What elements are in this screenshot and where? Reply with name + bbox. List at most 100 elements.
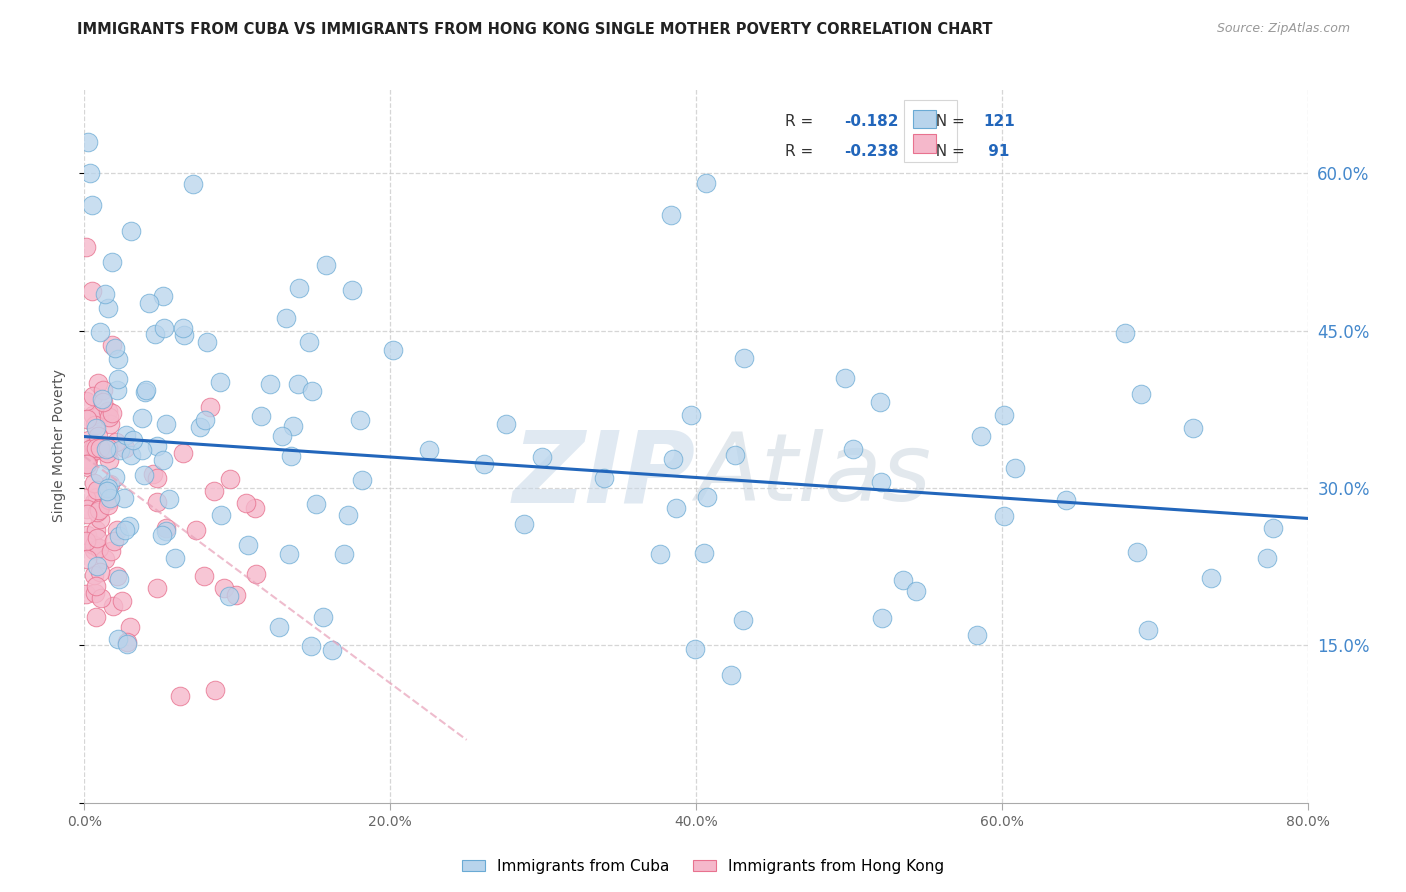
Point [696,490,718,504]
Point [75,394,97,409]
Point [105,435,128,450]
Point [495,417,517,432]
Point [280,449,302,463]
Point [472,457,495,471]
Point [76,412,98,426]
Point [146,439,169,453]
Point [869,394,891,409]
Point [83,567,105,582]
Point [1182,420,1205,434]
Point [82,389,104,403]
Point [301,384,323,398]
Point [665,501,688,516]
Point [155,417,177,432]
Point [86,610,108,624]
Point [993,408,1015,422]
Point [97,481,120,495]
Point [120,224,142,238]
Point [107,569,129,583]
Point [970,429,993,443]
Text: 91: 91 [983,145,1010,160]
Point [157,492,180,507]
Point [219,472,242,486]
Point [108,528,131,542]
Point [105,384,128,398]
Point [107,523,129,537]
Point [96,446,118,460]
Point [89,467,111,481]
Point [87,409,110,423]
Point [91,395,114,409]
Point [288,281,311,295]
Point [107,372,129,386]
Point [173,327,195,342]
Text: ZIP: ZIP [513,426,696,523]
Point [83,542,105,557]
Point [97,301,120,315]
Point [75,587,97,601]
Point [1125,545,1147,559]
Point [145,581,167,595]
Point [77,433,100,447]
Point [79,166,101,180]
Point [131,443,153,458]
Point [101,599,124,613]
Point [315,258,337,272]
Point [1054,492,1077,507]
Point [204,683,226,698]
Point [172,446,194,460]
Point [77,451,100,466]
Point [155,521,177,535]
Point [202,484,225,499]
Point [321,643,343,657]
Point [153,320,176,334]
Point [349,413,371,427]
Point [83,494,105,508]
Point [869,475,891,490]
Point [530,450,553,464]
Text: -0.182: -0.182 [844,114,898,128]
Point [142,467,165,482]
Point [733,351,755,365]
Point [163,551,186,566]
Point [245,500,267,515]
Point [84,524,107,538]
Text: -0.238: -0.238 [844,145,898,160]
Point [841,442,863,457]
Point [966,628,988,642]
Point [193,569,215,583]
Point [659,208,682,222]
Point [267,620,290,634]
Point [250,409,273,423]
Point [122,433,145,447]
Point [679,408,702,422]
Point [733,614,755,628]
Point [1004,461,1026,475]
Point [77,460,100,475]
Point [87,503,110,517]
Legend: , : , [904,101,957,162]
Point [75,533,97,548]
Point [98,491,121,506]
Point [84,579,107,593]
Point [89,565,111,579]
Point [75,491,97,505]
Point [83,436,105,450]
Point [513,516,536,531]
Point [115,637,138,651]
Point [83,538,105,552]
Point [107,352,129,367]
Point [1261,520,1284,534]
Point [83,418,105,433]
Point [693,546,716,560]
Point [77,135,100,149]
Point [197,334,219,349]
Point [150,528,173,542]
Point [720,668,742,682]
Point [107,632,129,646]
Point [834,371,856,385]
Point [94,552,117,566]
Point [86,558,108,573]
Point [993,509,1015,524]
Point [131,410,153,425]
